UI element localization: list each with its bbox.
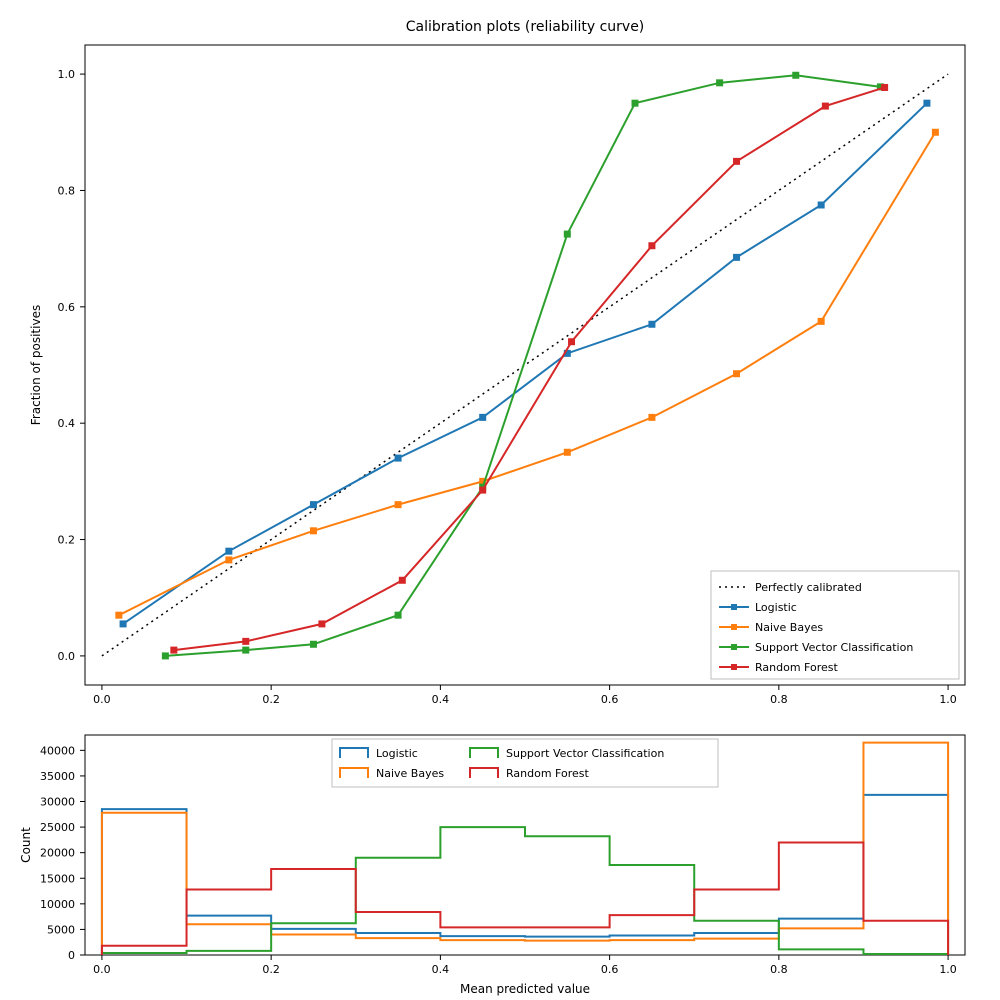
calibration-marker — [924, 100, 930, 106]
legend-swatch-marker — [731, 664, 737, 670]
legend-label: Support Vector Classification — [506, 747, 664, 760]
bottom-xtick-label: 0.0 — [93, 963, 111, 976]
calibration-marker — [822, 103, 828, 109]
legend-label: Naive Bayes — [755, 621, 823, 634]
calibration-marker — [564, 231, 570, 237]
legend-swatch-marker — [731, 644, 737, 650]
bottom-ytick-label: 40000 — [40, 744, 75, 757]
calibration-marker — [395, 612, 401, 618]
calibration-marker — [226, 548, 232, 554]
legend-label: Logistic — [376, 747, 418, 760]
calibration-marker — [793, 72, 799, 78]
calibration-marker — [226, 557, 232, 563]
bottom-ytick-label: 25000 — [40, 821, 75, 834]
bottom-xtick-label: 0.8 — [770, 963, 788, 976]
calibration-marker — [310, 528, 316, 534]
top-ylabel: Fraction of positives — [29, 305, 43, 425]
bottom-ytick-label: 15000 — [40, 872, 75, 885]
legend-swatch-marker — [731, 604, 737, 610]
calibration-marker — [734, 371, 740, 377]
bottom-xtick-label: 0.4 — [432, 963, 450, 976]
calibration-marker — [120, 621, 126, 627]
calibration-marker — [243, 647, 249, 653]
bottom-ytick-label: 10000 — [40, 898, 75, 911]
legend-label: Perfectly calibrated — [755, 581, 862, 594]
calibration-marker — [319, 621, 325, 627]
calibration-marker — [310, 641, 316, 647]
histogram-logistic — [102, 795, 948, 955]
calibration-marker — [569, 339, 575, 345]
calibration-marker — [649, 414, 655, 420]
calibration-marker — [243, 638, 249, 644]
top-xtick-label: 0.2 — [262, 693, 280, 706]
legend-label: Random Forest — [506, 767, 589, 780]
calibration-marker — [395, 502, 401, 508]
legend-label: Support Vector Classification — [755, 641, 913, 654]
legend-label: Logistic — [755, 601, 797, 614]
perfectly-calibrated-line — [102, 74, 948, 656]
calibration-line-support-vector-classification — [165, 75, 880, 656]
calibration-marker — [632, 100, 638, 106]
calibration-marker — [734, 158, 740, 164]
bottom-ytick-label: 0 — [68, 949, 75, 962]
calibration-marker — [395, 455, 401, 461]
bottom-xtick-label: 0.6 — [601, 963, 619, 976]
histogram-random-forest — [102, 842, 948, 955]
legend-swatch-marker — [731, 624, 737, 630]
calibration-marker — [818, 318, 824, 324]
top-ytick-label: 0.0 — [58, 650, 76, 663]
bottom-ytick-label: 30000 — [40, 796, 75, 809]
calibration-marker — [717, 80, 723, 86]
bottom-ytick-label: 5000 — [47, 923, 75, 936]
top-ytick-label: 0.6 — [58, 301, 76, 314]
calibration-marker — [116, 612, 122, 618]
top-xtick-label: 0.4 — [432, 693, 450, 706]
bottom-ytick-label: 20000 — [40, 847, 75, 860]
bottom-xtick-label: 1.0 — [939, 963, 957, 976]
calibration-marker — [310, 502, 316, 508]
calibration-marker — [480, 414, 486, 420]
calibration-line-naive-bayes — [119, 132, 936, 615]
calibration-marker — [882, 84, 888, 90]
top-ytick-label: 0.2 — [58, 534, 76, 547]
top-xtick-label: 0.0 — [93, 693, 111, 706]
calibration-marker — [480, 487, 486, 493]
calibration-marker — [171, 647, 177, 653]
bottom-xlabel: Mean predicted value — [460, 982, 590, 996]
calibration-marker — [932, 129, 938, 135]
calibration-marker — [399, 577, 405, 583]
top-xtick-label: 0.8 — [770, 693, 788, 706]
top-xtick-label: 0.6 — [601, 693, 619, 706]
top-ytick-label: 0.8 — [58, 184, 76, 197]
bottom-xtick-label: 0.2 — [262, 963, 280, 976]
calibration-marker — [564, 449, 570, 455]
top-xtick-label: 1.0 — [939, 693, 957, 706]
calibration-marker — [818, 202, 824, 208]
calibration-line-random-forest — [174, 87, 885, 650]
calibration-marker — [649, 243, 655, 249]
bottom-ylabel: Count — [19, 827, 33, 863]
calibration-marker — [162, 653, 168, 659]
top-ytick-label: 0.4 — [58, 417, 76, 430]
figure-title: Calibration plots (reliability curve) — [406, 19, 645, 35]
calibration-marker — [734, 254, 740, 260]
top-ytick-label: 1.0 — [58, 68, 76, 81]
figure-svg: Calibration plots (reliability curve) 0.0… — [0, 0, 1000, 1000]
legend-label: Random Forest — [755, 661, 838, 674]
bottom-ytick-label: 35000 — [40, 770, 75, 783]
legend-label: Naive Bayes — [376, 767, 444, 780]
calibration-marker — [649, 321, 655, 327]
